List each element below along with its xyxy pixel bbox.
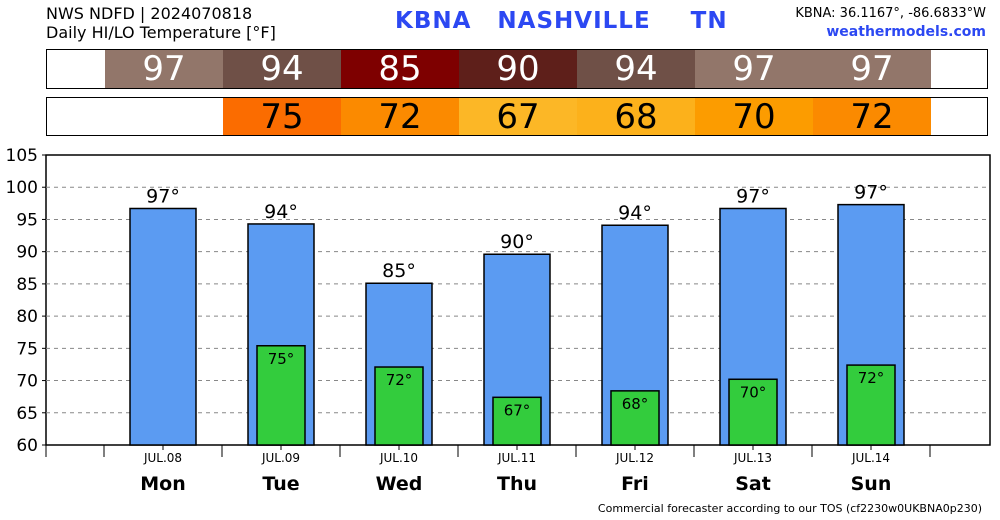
weekday-label: Wed: [376, 473, 423, 495]
high-temp-label: 85°: [382, 260, 416, 282]
chart-header-right: KBNA: 36.1167°, -86.6833°W weathermodels…: [795, 5, 986, 41]
date-label: JUL.08: [143, 451, 182, 465]
y-tick-label: 105: [6, 146, 38, 166]
low-temp-label: 72°: [386, 371, 413, 389]
weekday-label: Mon: [140, 473, 186, 495]
y-tick-label: 100: [6, 178, 38, 198]
weekday-label: Tue: [262, 473, 299, 495]
low-temp-cell: 70: [695, 97, 813, 137]
high-temp-strip: 97 94 85 90 94 97 97: [46, 49, 988, 89]
high-temp-cell: 97: [813, 49, 931, 89]
high-temp-cell: 90: [459, 49, 577, 89]
location-title: KBNA NASHVILLE TN: [395, 8, 754, 34]
high-temp-label: 94°: [618, 202, 652, 224]
weekday-label: Sun: [851, 473, 892, 495]
low-temp-bar: [610, 390, 660, 446]
date-label: JUL.12: [615, 451, 654, 465]
y-tick-label: 60: [16, 436, 38, 456]
variable-line: Daily HI/LO Temperature [°F]: [46, 23, 276, 42]
low-temp-label: 68°: [622, 395, 649, 413]
y-tick-label: 95: [16, 210, 38, 230]
state-code: TN: [690, 8, 728, 34]
high-temp-cell: 85: [341, 49, 459, 89]
low-temp-bar: [728, 378, 778, 446]
weekday-label: Sat: [735, 473, 771, 495]
high-temp-label: 94°: [264, 201, 298, 223]
high-temp-bar: [129, 207, 197, 446]
station-id: KBNA: [395, 8, 472, 34]
low-temp-cell: 68: [577, 97, 695, 137]
y-tick-label: 85: [16, 275, 38, 295]
high-temp-label: 97°: [736, 185, 770, 207]
low-temp-strip: 75 72 67 68 70 72: [46, 97, 988, 137]
high-temp-label: 90°: [500, 231, 534, 253]
y-tick-label: 70: [16, 372, 38, 392]
high-temp-cell: 94: [223, 49, 341, 89]
y-tick-label: 75: [16, 339, 38, 359]
high-temp-label: 97°: [146, 185, 180, 207]
low-temp-label: 72°: [858, 369, 885, 387]
low-temp-cell: 67: [459, 97, 577, 137]
y-tick-label: 80: [16, 307, 38, 327]
low-temp-bar: [256, 345, 306, 446]
low-temp-cell: 72: [813, 97, 931, 137]
high-temp-label: 97°: [854, 182, 888, 204]
low-temp-label: 67°: [504, 401, 531, 419]
temperature-bar-chart: 60 65 70 75 80 85 90 95 100 105 97° JUL.08 Mon 94° 75°…: [6, 146, 991, 495]
high-temp-cell: 97: [105, 49, 223, 89]
high-temp-cell: 94: [577, 49, 695, 89]
low-temp-cell: 72: [341, 97, 459, 137]
y-tick-label: 65: [16, 404, 38, 424]
date-label: JUL.09: [261, 451, 300, 465]
weekday-label: Fri: [621, 473, 649, 495]
date-label: JUL.10: [379, 451, 418, 465]
low-temp-bar: [492, 396, 542, 446]
weekday-label: Thu: [497, 473, 537, 495]
low-temp-label: 75°: [268, 350, 295, 368]
date-label: JUL.14: [851, 451, 890, 465]
y-tick-label: 90: [16, 243, 38, 263]
city-name: NASHVILLE: [497, 8, 651, 34]
chart-header-left: NWS NDFD | 2024070818 Daily HI/LO Temper…: [46, 4, 276, 42]
date-label: JUL.13: [733, 451, 772, 465]
low-temp-label: 70°: [740, 383, 767, 401]
low-temp-bar: [846, 364, 896, 446]
coords-text: KBNA: 36.1167°, -86.6833°W: [795, 6, 986, 21]
source-line: NWS NDFD | 2024070818: [46, 4, 253, 23]
footer-note: Commercial forecaster according to our T…: [597, 502, 982, 515]
low-temp-cell: 75: [223, 97, 341, 137]
date-label: JUL.11: [497, 451, 536, 465]
site-link[interactable]: weathermodels.com: [826, 24, 986, 40]
high-temp-cell: 97: [695, 49, 813, 89]
